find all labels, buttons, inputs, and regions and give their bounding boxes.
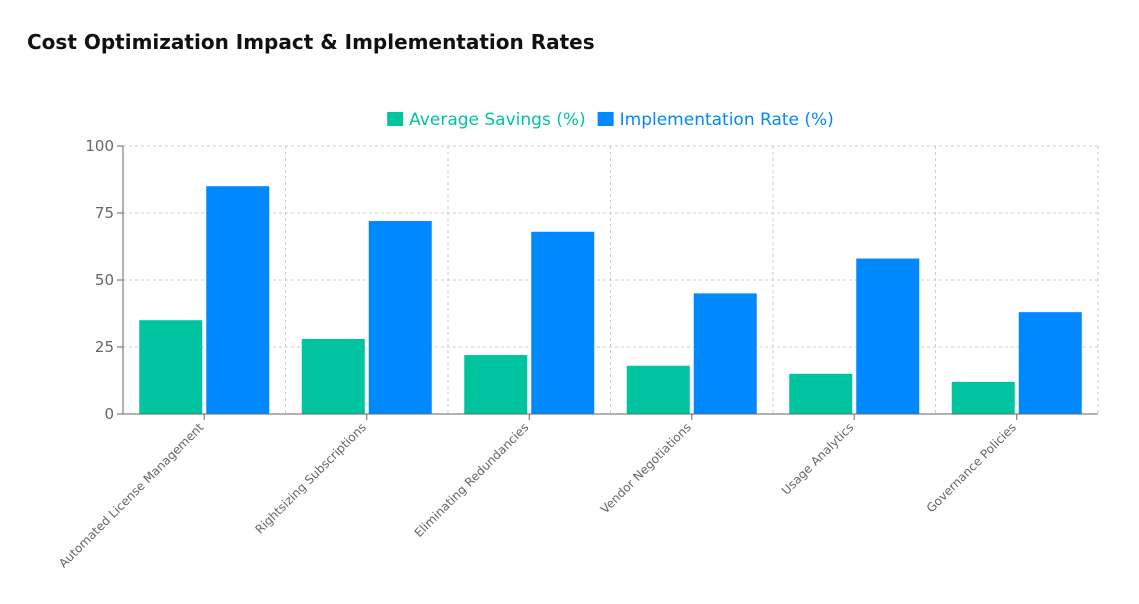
- y-tick-label: 0: [104, 405, 114, 423]
- bar-average-savings[interactable]: [139, 320, 203, 414]
- bar-average-savings[interactable]: [626, 365, 690, 414]
- grid-lines: [123, 145, 1099, 414]
- legend-label: Implementation Rate (%): [620, 110, 834, 130]
- x-tick-label: Governance Policies: [924, 420, 1019, 515]
- x-tick-label: Vendor Negotiations: [598, 420, 694, 516]
- bar-implementation-rate[interactable]: [1018, 312, 1082, 414]
- y-tick-label: 25: [95, 338, 114, 356]
- bar-implementation-rate[interactable]: [856, 258, 920, 414]
- bar-implementation-rate[interactable]: [531, 231, 595, 414]
- bar-average-savings[interactable]: [301, 338, 365, 414]
- x-tick-label: Usage Analytics: [779, 420, 857, 498]
- legend-swatch: [387, 112, 404, 126]
- y-axis-ticks: 0 25 50 75 100: [85, 137, 123, 423]
- bar-average-savings[interactable]: [789, 373, 853, 414]
- x-tick-label: Automated License Management: [56, 420, 206, 570]
- legend-item[interactable]: Implementation Rate (%): [597, 110, 834, 130]
- legend: Average Savings (%) Implementation Rate (…: [387, 110, 834, 130]
- bar-average-savings[interactable]: [951, 381, 1015, 414]
- bar-implementation-rate[interactable]: [693, 293, 757, 414]
- bars: [139, 186, 1082, 414]
- legend-label: Average Savings (%): [409, 110, 585, 130]
- y-tick-label: 50: [95, 271, 114, 289]
- legend-swatch: [597, 112, 614, 126]
- y-tick-label: 100: [85, 137, 114, 155]
- legend-item[interactable]: Average Savings (%): [387, 110, 586, 130]
- bar-implementation-rate[interactable]: [206, 186, 270, 414]
- y-tick-label: 75: [95, 204, 114, 222]
- bar-average-savings[interactable]: [464, 355, 528, 414]
- bar-implementation-rate[interactable]: [368, 221, 432, 414]
- chart-title: Cost Optimization Impact & Implementatio…: [27, 30, 595, 54]
- x-tick-label: Rightsizing Subscriptions: [252, 420, 368, 536]
- x-tick-label: Eliminating Redundancies: [412, 420, 532, 540]
- x-axis-ticks: Automated License Management Rightsizing …: [56, 414, 1019, 571]
